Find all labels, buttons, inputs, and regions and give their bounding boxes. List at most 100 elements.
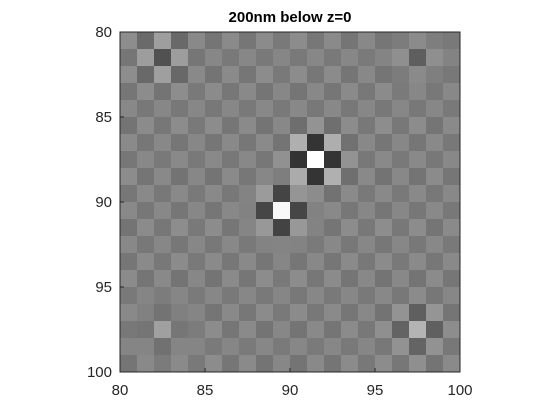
heatmap-cell — [409, 253, 427, 271]
heatmap-cell — [358, 185, 376, 203]
heatmap-cell — [426, 134, 444, 152]
heatmap-cell — [426, 151, 444, 169]
heatmap-cell — [273, 185, 291, 203]
heatmap-cell — [273, 287, 291, 305]
heatmap-cell — [443, 83, 461, 101]
heatmap-cell — [324, 185, 342, 203]
heatmap-cell — [120, 270, 138, 288]
heatmap-cell — [222, 321, 240, 339]
heatmap-cell — [375, 83, 393, 101]
heatmap-cell — [222, 100, 240, 118]
heatmap-cell — [188, 219, 206, 237]
heatmap-cell — [120, 287, 138, 305]
heatmap-cell — [324, 236, 342, 254]
heatmap-cell — [443, 270, 461, 288]
heatmap-cell — [307, 117, 325, 135]
heatmap-cell — [239, 355, 257, 373]
heatmap-cell — [324, 151, 342, 169]
heatmap-cell — [324, 304, 342, 322]
heatmap-cell — [341, 219, 359, 237]
heatmap-cell — [171, 66, 189, 84]
heatmap-cell — [375, 338, 393, 356]
heatmap-cell — [358, 287, 376, 305]
heatmap-cell — [358, 168, 376, 186]
heatmap-cell — [120, 134, 138, 152]
heatmap-cell — [205, 219, 223, 237]
heatmap-cell — [307, 32, 325, 50]
heatmap-cell — [154, 134, 172, 152]
heatmap-cell — [171, 338, 189, 356]
heatmap-cell — [188, 253, 206, 271]
heatmap-cell — [154, 100, 172, 118]
heatmap-cell — [205, 168, 223, 186]
heatmap-cell — [426, 219, 444, 237]
heatmap-cell — [443, 236, 461, 254]
heatmap-cell — [239, 185, 257, 203]
heatmap-cell — [426, 321, 444, 339]
heatmap-cell — [171, 321, 189, 339]
heatmap-cell — [256, 270, 274, 288]
heatmap-cell — [222, 338, 240, 356]
heatmap-cell — [409, 49, 427, 67]
heatmap-cell — [392, 32, 410, 50]
heatmap-cell — [307, 100, 325, 118]
heatmap-cell — [375, 219, 393, 237]
heatmap-cell — [137, 270, 155, 288]
heatmap-cell — [358, 202, 376, 220]
heatmap-cell — [307, 355, 325, 373]
heatmap-cell — [171, 100, 189, 118]
heatmap-cell — [375, 32, 393, 50]
y-tick-label: 95 — [95, 279, 112, 296]
heatmap-cell — [392, 270, 410, 288]
heatmap-cell — [290, 287, 308, 305]
heatmap-cell — [409, 270, 427, 288]
heatmap-cell — [375, 151, 393, 169]
heatmap-cell — [324, 287, 342, 305]
heatmap-cell — [426, 32, 444, 50]
heatmap-cell — [324, 202, 342, 220]
heatmap-cell — [137, 321, 155, 339]
heatmap-cell — [239, 304, 257, 322]
heatmap-cell — [188, 321, 206, 339]
heatmap-cell — [324, 134, 342, 152]
heatmap-cell — [392, 304, 410, 322]
heatmap-cell — [392, 49, 410, 67]
heatmap-cell — [154, 253, 172, 271]
heatmap-cell — [273, 100, 291, 118]
heatmap-cell — [137, 338, 155, 356]
heatmap-cell — [205, 100, 223, 118]
heatmap-cell — [307, 287, 325, 305]
heatmap-cell — [222, 287, 240, 305]
heatmap-cell — [154, 355, 172, 373]
heatmap-cell — [222, 185, 240, 203]
heatmap-cell — [290, 338, 308, 356]
heatmap-cell — [120, 168, 138, 186]
heatmap-cell — [137, 100, 155, 118]
y-tick-label: 90 — [95, 194, 112, 211]
heatmap-cell — [256, 287, 274, 305]
heatmap-cell — [120, 202, 138, 220]
heatmap-cell — [205, 270, 223, 288]
heatmap-cell — [375, 321, 393, 339]
heatmap-cell — [137, 32, 155, 50]
heatmap-cell — [154, 338, 172, 356]
heatmap-cell — [409, 168, 427, 186]
heatmap-cell — [273, 219, 291, 237]
heatmap-cell — [256, 202, 274, 220]
heatmap-cell — [375, 134, 393, 152]
heatmap-cell — [273, 321, 291, 339]
heatmap-cell — [426, 66, 444, 84]
heatmap-cell — [120, 151, 138, 169]
heatmap-cell — [341, 168, 359, 186]
heatmap-cell — [409, 185, 427, 203]
heatmap-cell — [273, 236, 291, 254]
heatmap-cell — [120, 355, 138, 373]
heatmap-cell — [341, 117, 359, 135]
heatmap-cell — [426, 185, 444, 203]
heatmap-cell — [120, 304, 138, 322]
heatmap-cell — [426, 168, 444, 186]
heatmap-cell — [256, 253, 274, 271]
heatmap-cell — [409, 236, 427, 254]
heatmap-cell — [239, 66, 257, 84]
heatmap-cell — [409, 338, 427, 356]
